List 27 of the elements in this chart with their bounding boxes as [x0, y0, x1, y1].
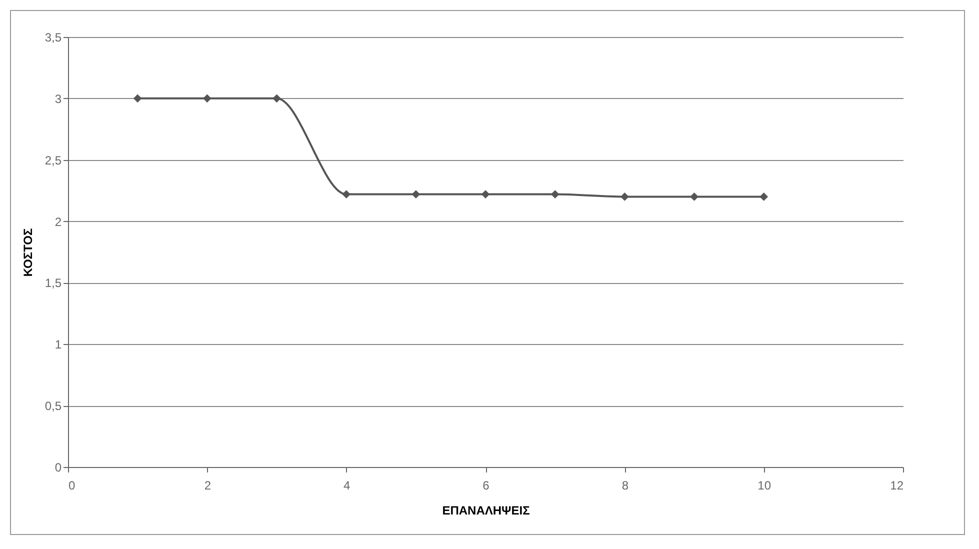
- y-tick-label: 1: [54, 338, 62, 352]
- x-tick-label: 10: [758, 478, 772, 492]
- x-tick-label: 0: [68, 478, 76, 492]
- point: [550, 190, 560, 198]
- y-axis-title: ΚΟΣΤΟΣ: [20, 228, 35, 277]
- point: [760, 192, 768, 201]
- y-tick-label: 1,5: [44, 276, 62, 290]
- point: [412, 190, 420, 198]
- x-tick-label: 4: [343, 478, 350, 492]
- point: [202, 94, 212, 103]
- point: [481, 190, 490, 198]
- y-tick-label: 0,5: [44, 399, 62, 414]
- point: [690, 192, 698, 201]
- y-tick-label: 3,5: [44, 30, 62, 44]
- point: [620, 192, 629, 201]
- y-tick-label: 0: [54, 460, 62, 474]
- x-tick-label: 12: [890, 478, 904, 492]
- x-tick-label: 2: [204, 478, 212, 492]
- y-tick-label: 3: [54, 92, 62, 106]
- point: [342, 190, 351, 198]
- y-tick-label: 2,5: [44, 153, 62, 168]
- y-tick-label: 2: [54, 214, 62, 229]
- point: [133, 94, 142, 103]
- x-axis-title: ΕΠΑΝΑΛΗΨΕΙΣ: [442, 504, 530, 518]
- x-tick-label: 8: [622, 478, 629, 492]
- x-tick-label: 6: [482, 478, 490, 492]
- point: [272, 94, 281, 103]
